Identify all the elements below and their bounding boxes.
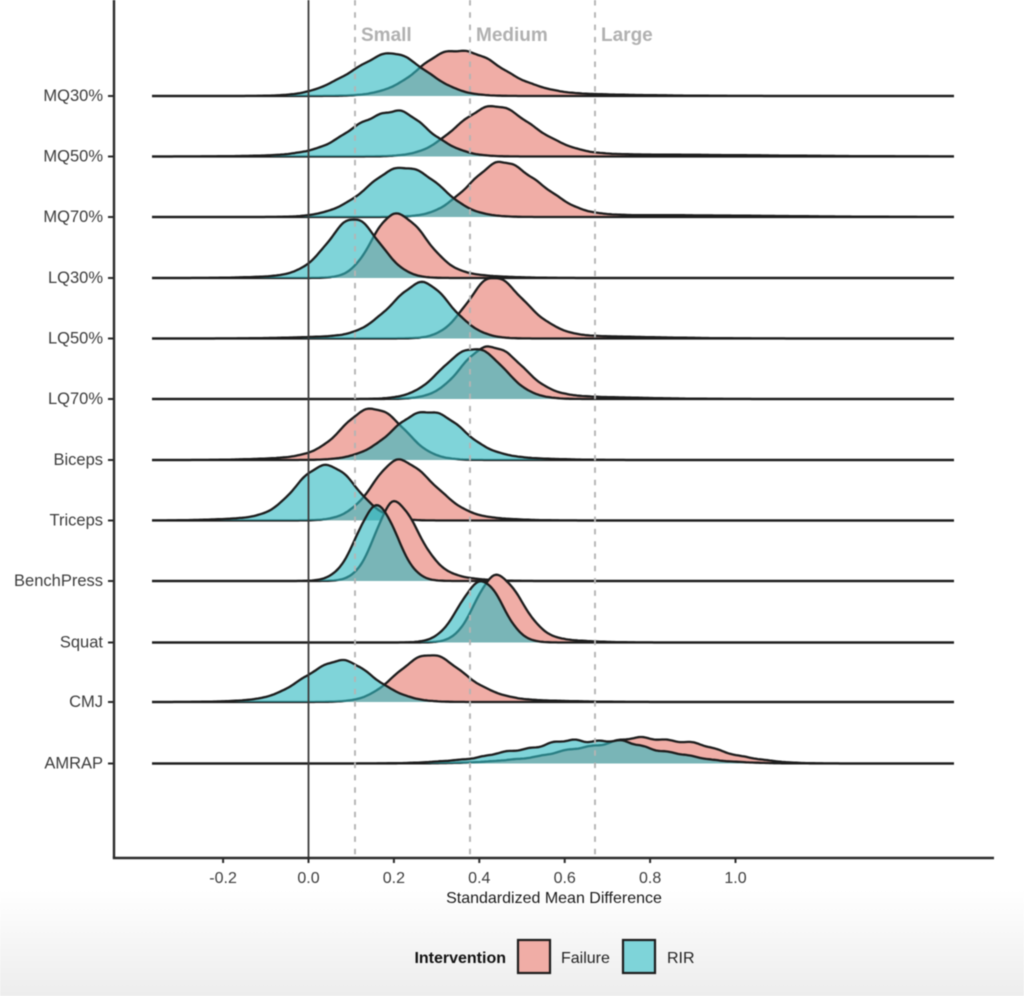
svg-text:Squat: Squat	[60, 634, 104, 652]
svg-text:LQ30%: LQ30%	[48, 269, 103, 287]
svg-text:AMRAP: AMRAP	[44, 755, 103, 773]
svg-text:1.0: 1.0	[724, 870, 746, 887]
svg-text:0.2: 0.2	[383, 870, 405, 887]
svg-text:LQ50%: LQ50%	[48, 330, 103, 348]
svg-text:LQ70%: LQ70%	[48, 390, 103, 408]
svg-text:-0.2: -0.2	[209, 870, 237, 887]
svg-text:MQ70%: MQ70%	[43, 208, 103, 226]
svg-text:Standardized Mean Difference: Standardized Mean Difference	[446, 890, 662, 907]
svg-text:CMJ: CMJ	[69, 693, 103, 711]
svg-text:Medium: Medium	[476, 25, 548, 46]
svg-text:MQ30%: MQ30%	[43, 87, 103, 105]
svg-text:Intervention: Intervention	[414, 950, 506, 967]
svg-text:Small: Small	[361, 25, 412, 46]
svg-text:BenchPress: BenchPress	[14, 572, 103, 590]
svg-text:0.6: 0.6	[554, 870, 576, 887]
svg-text:Large: Large	[601, 25, 653, 46]
svg-text:Triceps: Triceps	[50, 512, 103, 530]
svg-text:0.4: 0.4	[468, 870, 490, 887]
svg-text:MQ50%: MQ50%	[43, 148, 103, 166]
svg-text:RIR: RIR	[667, 950, 695, 967]
svg-text:0.0: 0.0	[297, 870, 319, 887]
svg-text:Failure: Failure	[561, 950, 610, 967]
svg-text:0.8: 0.8	[639, 870, 661, 887]
svg-text:Biceps: Biceps	[53, 451, 103, 469]
